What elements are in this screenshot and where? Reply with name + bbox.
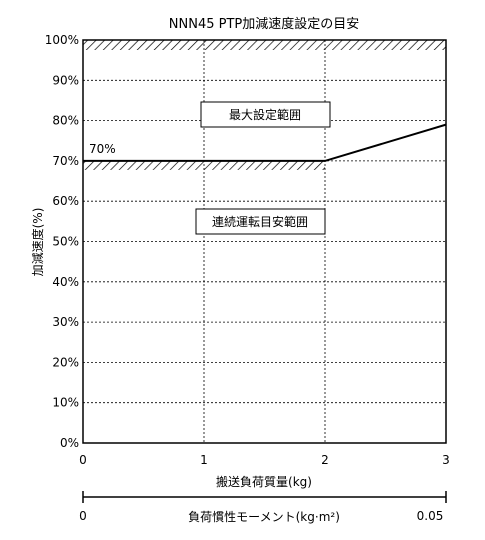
x-tick-label: 2 — [321, 453, 329, 467]
x-tick-label: 0 — [79, 453, 87, 467]
y-tick-label: 80% — [52, 114, 79, 128]
continuous-limit-hatch — [83, 160, 325, 170]
max-setting-range-box: 最大設定範囲 — [200, 101, 331, 128]
secondary-axis-min-label: 0 — [79, 509, 87, 523]
series-line — [83, 123, 447, 162]
y-tick-labels: 0% 10% 20% 30% 40% 50% 60% 70% 80% 90% 100% — [45, 33, 79, 450]
max-setting-range-label: 最大設定範囲 — [229, 107, 301, 122]
secondary-axis: 0 0.05 負荷慣性モーメント(kg·m²) — [79, 491, 447, 524]
y-axis-label: 加減速度(%) — [30, 208, 45, 277]
y-tick-label: 40% — [52, 275, 79, 289]
x-tick-label: 3 — [442, 453, 450, 467]
secondary-axis-label: 負荷慣性モーメント(kg·m²) — [188, 509, 340, 524]
y-tick-label: 70% — [52, 154, 79, 168]
chart-title: NNN45 PTP加減速度設定の目安 — [169, 16, 359, 32]
y-tick-label: 50% — [52, 235, 79, 249]
continuous-range-box: 連続運転目安範囲 — [195, 208, 326, 235]
upper-limit-hatch — [83, 40, 446, 50]
x-axis-label: 搬送負荷質量(kg) — [216, 474, 312, 489]
y-tick-label: 90% — [52, 73, 79, 87]
hatch-layer — [83, 40, 446, 170]
y-tick-label: 60% — [52, 194, 79, 208]
y-tick-label: 100% — [45, 33, 79, 47]
y-tick-label: 10% — [52, 396, 79, 410]
continuous-range-label: 連続運転目安範囲 — [212, 214, 308, 229]
x-tick-label: 1 — [200, 453, 208, 467]
line-value-label: 70% — [89, 142, 116, 156]
x-tick-labels: 0 1 2 3 — [79, 453, 450, 467]
secondary-axis-max-label: 0.05 — [417, 509, 444, 523]
y-tick-label: 20% — [52, 355, 79, 369]
y-tick-label: 0% — [60, 436, 79, 450]
series-layer — [83, 123, 447, 162]
plot-frame — [82, 39, 447, 444]
grid-layer — [83, 40, 446, 443]
y-tick-label: 30% — [52, 315, 79, 329]
